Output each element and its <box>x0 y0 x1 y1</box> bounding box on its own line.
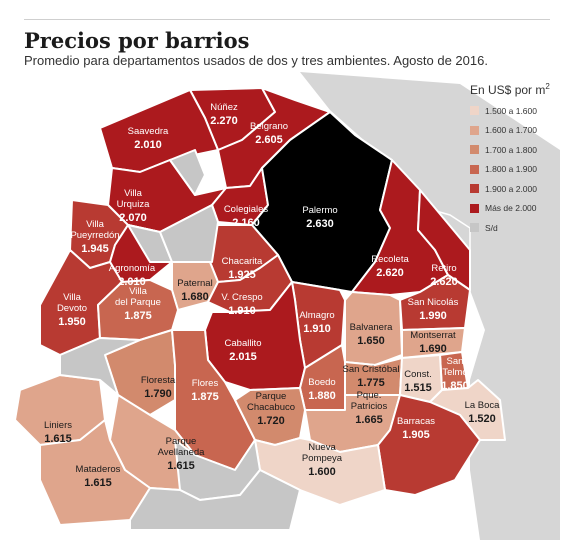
legend-item: 1.700 a 1.800 <box>470 144 570 155</box>
area-sin-datos-6 <box>129 469 301 531</box>
area-sin-datos-4 <box>59 337 141 396</box>
label-retiro: Retiro 2.620 <box>430 263 458 288</box>
label-constitucion: Const. 1.515 <box>404 369 432 394</box>
legend-item: S/d <box>470 222 570 233</box>
label-mataderos: Mataderos 1.615 <box>76 464 121 489</box>
label-la-boca: La Boca 1.520 <box>465 400 501 425</box>
label-floresta: Floresta 1.790 <box>141 375 176 400</box>
label-recoleta: Recoleta 2.620 <box>371 254 409 279</box>
label-palermo: Palermo 2.630 <box>302 205 337 230</box>
area-barracas <box>377 394 481 496</box>
label-villa-del-parque: Villa del Parque 1.875 <box>115 286 161 322</box>
label-belgrano: Belgrano 2.605 <box>250 121 288 146</box>
area-sin-datos-1 <box>169 149 206 196</box>
label-agronomia: Agronomía 2.010 <box>109 263 156 288</box>
label-boedo: Boedo 1.880 <box>308 377 336 402</box>
legend-swatch <box>470 164 479 174</box>
legend-swatch <box>470 125 479 135</box>
legend-swatch <box>470 145 479 154</box>
legend-item: 1.800 a 1.900 <box>470 164 570 175</box>
legend-label: Más de 2.000 <box>485 203 537 213</box>
legend-item: 1.500 a 1.600 <box>470 105 570 116</box>
label-nueva-pompeya: Nueva Pompeya 1.600 <box>302 442 343 478</box>
label-villa-devoto: Villa Devoto 1.950 <box>57 292 87 328</box>
legend-label: 1.600 a 1.700 <box>485 125 537 135</box>
page-subtitle: Promedio para departamentos usados de do… <box>24 53 488 68</box>
label-nunez: Núñez 2.270 <box>210 102 238 127</box>
label-flores: Flores 1.875 <box>191 378 219 403</box>
legend-label: S/d <box>485 222 498 233</box>
label-villa-urquiza: Villa Urquiza 2.070 <box>117 188 150 224</box>
label-almagro: Almagro 1.910 <box>299 310 334 335</box>
legend-title: En US$ por m2 <box>470 82 550 97</box>
label-paternal: Paternal 1.680 <box>177 278 212 303</box>
legend-swatch <box>470 223 479 232</box>
label-saavedra: Saavedra 2.010 <box>128 126 169 151</box>
label-montserrat: Montserrat 1.690 <box>410 330 456 355</box>
label-san-nicolas: San Nicolás 1.990 <box>408 297 459 322</box>
legend-label: 1.500 a 1.600 <box>485 105 537 116</box>
legend-swatch <box>470 106 479 115</box>
label-caballito: Caballito 2.015 <box>225 338 262 363</box>
legend-item: 1.900 a 2.000 <box>470 183 570 194</box>
area-sin-datos-3 <box>159 204 219 263</box>
legend-item: Más de 2.000 <box>470 203 570 214</box>
label-villa-pueyrredon: Villa Pueyrredón 1.945 <box>70 219 119 255</box>
legend-swatch <box>470 184 479 193</box>
legend-label: 1.800 a 1.900 <box>485 164 537 174</box>
label-colegiales: Colegiales 2.160 <box>224 204 269 229</box>
label-parque-chacabuco: Parque Chacabuco 1.720 <box>247 391 295 427</box>
legend-label: 1.900 a 2.000 <box>485 183 537 194</box>
label-pque-patricios: Pque. Patricios 1.665 <box>351 390 388 426</box>
legend-swatch <box>470 203 479 213</box>
legend-label: 1.700 a 1.800 <box>485 144 537 155</box>
label-v-crespo: V. Crespo 1.910 <box>221 292 262 317</box>
label-san-cristobal: San Cristóbal 1.775 <box>342 364 399 389</box>
label-liniers: Liniers 1.615 <box>44 420 72 445</box>
label-balvanera: Balvanera 1.650 <box>350 322 393 347</box>
label-san-telmo: San Telmo 1.850 <box>441 356 469 392</box>
label-parque-avellaneda: Parque Avellaneda 1.615 <box>158 436 206 472</box>
page-title: Precios por barrios <box>24 28 250 53</box>
label-chacarita: Chacarita 1.925 <box>222 256 263 281</box>
header-rule <box>24 19 550 20</box>
legend: En US$ por m2 1.500 a 1.600 1.600 a 1.700… <box>470 82 570 242</box>
legend-item: 1.600 a 1.700 <box>470 125 570 136</box>
label-barracas: Barracas 1.905 <box>397 416 435 441</box>
area-mataderos <box>39 419 151 526</box>
